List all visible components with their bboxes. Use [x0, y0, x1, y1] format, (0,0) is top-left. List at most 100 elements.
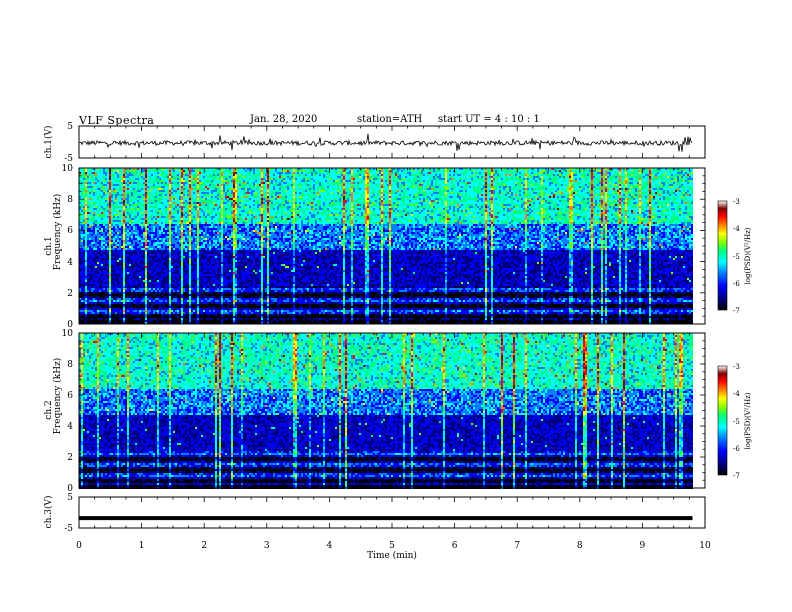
spectrogram-cell — [607, 184, 609, 186]
spectrogram-cell — [519, 186, 521, 188]
spectrogram-cell — [661, 186, 663, 188]
spectrogram-cell — [197, 178, 199, 180]
spectrogram-cell — [247, 178, 249, 180]
spectrogram-cell — [199, 184, 201, 186]
spectrogram-cell — [211, 176, 213, 178]
spectrogram-cell — [567, 174, 569, 176]
spectrogram-cell — [219, 176, 221, 178]
spectrogram-cell — [659, 174, 661, 176]
spectrogram-cell — [165, 174, 167, 176]
spectrogram-cell — [683, 172, 685, 174]
spectrogram-cell — [647, 178, 649, 180]
spectrogram-cell — [529, 182, 531, 184]
spectrogram-cell — [545, 172, 547, 174]
spectrogram-cell — [401, 172, 403, 174]
spectrogram-cell — [377, 170, 379, 172]
spectrogram-cell — [603, 180, 605, 182]
spectrogram-cell — [149, 176, 151, 178]
spectrogram-cell — [337, 178, 339, 180]
spectrogram-cell — [337, 170, 339, 172]
spectrogram-cell — [275, 178, 277, 180]
spectrogram-cell — [629, 178, 631, 180]
spectrogram-cell — [641, 176, 643, 178]
spectrogram-cell — [297, 182, 299, 184]
spectrogram-cell — [529, 170, 531, 172]
spectrogram-cell — [565, 186, 567, 188]
spectrogram-cell — [411, 170, 413, 172]
spectrogram-cell — [101, 174, 103, 176]
spectrogram-cell — [157, 182, 159, 184]
spectrogram-cell — [635, 184, 637, 186]
spectrogram-cell — [509, 186, 511, 188]
spectrogram-cell — [455, 174, 457, 176]
spectrogram-cell — [155, 180, 157, 182]
spectrogram-cell — [331, 172, 333, 174]
spectrogram-cell — [545, 176, 547, 178]
spectrogram-cell — [483, 170, 485, 172]
spectrogram-cell — [293, 184, 295, 186]
spectrogram-cell — [185, 186, 187, 188]
spectrogram-cell — [645, 182, 647, 184]
spectrogram-cell — [613, 172, 615, 174]
spectrogram-cell — [637, 180, 639, 182]
spectrogram-cell — [345, 186, 347, 188]
spectrogram-cell — [607, 170, 609, 172]
spectrogram-cell — [617, 186, 619, 188]
spectrogram-cell — [599, 180, 601, 182]
spectrogram-cell — [575, 176, 577, 178]
spectrogram-cell — [197, 172, 199, 174]
spectrogram-cell — [251, 174, 253, 176]
spectrogram-cell — [629, 174, 631, 176]
spectrogram-cell — [297, 186, 299, 188]
spectrogram-cell — [321, 186, 323, 188]
spectrogram-cell — [227, 184, 229, 186]
spectrogram-cell — [501, 182, 503, 184]
spectrogram-cell — [129, 174, 131, 176]
spectrogram-cell — [491, 176, 493, 178]
spectrogram-cell — [531, 172, 533, 174]
spectrogram-cell — [287, 176, 289, 178]
spectrogram-cell — [103, 180, 105, 182]
spectrogram-cell — [327, 176, 329, 178]
spectrogram-cell — [357, 184, 359, 186]
spectrogram-cell — [477, 170, 479, 172]
spectrogram-cell — [583, 182, 585, 184]
spectrogram-cell — [223, 178, 225, 180]
spectrogram-cell — [505, 186, 507, 188]
spectrogram-cell — [391, 186, 393, 188]
spectrogram-cell — [629, 184, 631, 186]
spectrogram-cell — [235, 174, 237, 176]
spectrogram-cell — [479, 182, 481, 184]
spectrogram-cell — [245, 174, 247, 176]
spectrogram-cell — [537, 180, 539, 182]
spectrogram-cell — [157, 184, 159, 186]
spectrogram-cell — [209, 184, 211, 186]
spectrogram-cell — [591, 184, 593, 186]
spectrogram-cell — [383, 174, 385, 176]
spectrogram-cell — [479, 184, 481, 186]
spectrogram-cell — [97, 180, 99, 182]
spectrogram-cell — [413, 172, 415, 174]
spectrogram-cell — [185, 174, 187, 176]
spectrogram-cell — [431, 172, 433, 174]
spectrogram-cell — [475, 172, 477, 174]
spectrogram-cell — [89, 178, 91, 180]
spectrogram-cell — [215, 182, 217, 184]
spectrogram-cell — [517, 176, 519, 178]
spectrogram-cell — [461, 182, 463, 184]
spectrogram-cell — [451, 184, 453, 186]
spectrogram-cell — [137, 182, 139, 184]
spectrogram-cell — [111, 182, 113, 184]
spectrogram-cell — [227, 186, 229, 188]
spectrogram-cell — [623, 178, 625, 180]
spectrogram-cell — [179, 186, 181, 188]
spectrogram-cell — [627, 170, 629, 172]
spectrogram-cell — [369, 178, 371, 180]
spectrogram-cell — [407, 172, 409, 174]
spectrogram-cell — [381, 178, 383, 180]
spectrogram-cell — [287, 174, 289, 176]
spectrogram-cell — [355, 182, 357, 184]
spectrogram-cell — [485, 178, 487, 180]
spectrogram-cell — [179, 170, 181, 172]
spectrogram-cell — [215, 180, 217, 182]
